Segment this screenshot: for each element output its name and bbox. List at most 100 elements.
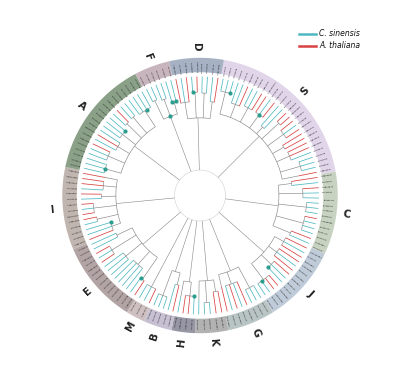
Text: At3g37188: At3g37188 [304,258,315,266]
Polygon shape [171,316,196,333]
Text: At3g29786: At3g29786 [295,272,305,280]
Text: TEA44381: TEA44381 [322,192,334,194]
Text: K: K [208,339,218,347]
Polygon shape [222,60,336,174]
Text: At1g60556: At1g60556 [222,316,225,328]
Text: AT5G44351: AT5G44351 [302,120,313,128]
Text: TEA67801: TEA67801 [129,82,136,92]
Polygon shape [312,172,338,254]
Text: At4g93631: At4g93631 [249,72,255,84]
Text: TEA47117: TEA47117 [307,254,317,260]
Text: At4g64453: At4g64453 [288,102,298,111]
Text: TEA92888: TEA92888 [234,67,238,78]
Text: At3g41158: At3g41158 [196,61,198,73]
Text: TEA16098: TEA16098 [122,294,129,304]
Text: TEA75786: TEA75786 [120,88,127,98]
Polygon shape [127,300,150,321]
Text: TEA27429: TEA27429 [243,310,248,321]
Text: TEA17152: TEA17152 [156,69,160,80]
Text: At2g71895: At2g71895 [184,62,186,74]
Text: TEA22013: TEA22013 [316,234,327,239]
Text: At4g67094: At4g67094 [126,298,134,308]
Text: TEA72598: TEA72598 [174,316,178,327]
Text: TEA33261: TEA33261 [322,180,333,183]
Text: TEA72474: TEA72474 [86,259,96,266]
Text: TEA33674: TEA33674 [192,317,194,329]
Text: At4g55620: At4g55620 [172,64,176,76]
Text: TEA33054: TEA33054 [210,317,212,328]
Text: TEA68574: TEA68574 [314,147,325,152]
Text: At3g36564: At3g36564 [248,308,254,319]
Text: TEA35003: TEA35003 [137,303,143,314]
Text: TEA43745: TEA43745 [150,71,155,82]
Text: TEA85572: TEA85572 [78,245,89,251]
Text: TEA73184: TEA73184 [317,229,328,233]
Text: TEA93517: TEA93517 [322,208,333,211]
Text: TEA84492: TEA84492 [298,268,308,275]
Text: TEA96052: TEA96052 [74,235,85,240]
Text: At2g28180: At2g28180 [312,141,323,147]
Text: TEA78864: TEA78864 [178,64,181,75]
Text: At5g89232: At5g89232 [321,174,333,178]
Text: I: I [50,204,55,215]
Text: TEA83121: TEA83121 [88,122,98,129]
Text: TEA48576: TEA48576 [71,159,82,163]
Text: TEA67684: TEA67684 [111,95,119,104]
Text: TEA44610: TEA44610 [139,76,146,86]
Polygon shape [265,248,325,312]
Text: At1g1921020: At1g1921020 [310,249,323,257]
Text: TEA94413: TEA94413 [73,153,84,158]
Text: A. thaliana: A. thaliana [319,41,360,50]
Text: TEA20213: TEA20213 [244,71,249,82]
Text: At4g53073: At4g53073 [307,130,318,137]
Text: At1g86551: At1g86551 [295,111,305,119]
Text: C. sinensis: C. sinensis [319,29,360,38]
Text: At2g11752: At2g11752 [186,317,188,329]
Text: TEA42402: TEA42402 [319,224,330,228]
Text: TEA50240: TEA50240 [66,199,78,200]
Text: TEA75171: TEA75171 [284,284,292,293]
Text: TEA48256: TEA48256 [258,78,265,88]
Text: J: J [306,289,316,299]
Text: TEA91863: TEA91863 [284,99,293,108]
Text: At5g34990: At5g34990 [106,99,115,108]
Text: At3g41022: At3g41022 [66,181,78,184]
Text: TEA67728: TEA67728 [70,164,81,168]
Text: TEA65901: TEA65901 [108,284,116,293]
Text: At3g55281: At3g55281 [68,220,80,224]
Text: TEA26253: TEA26253 [239,69,244,80]
Text: S: S [298,85,311,97]
Text: AT5G26760: AT5G26760 [84,126,95,133]
Text: TEA60222: TEA60222 [207,62,209,74]
Polygon shape [144,308,174,330]
Text: TEA48784: TEA48784 [204,318,206,329]
Text: TEA58293: TEA58293 [164,313,168,324]
Text: At2g59663: At2g59663 [88,264,99,272]
Text: TEA34665: TEA34665 [93,268,102,276]
Text: TEA50224: TEA50224 [112,288,120,297]
Text: TEA20887: TEA20887 [233,313,237,324]
Text: At2g30286: At2g30286 [79,136,90,143]
Text: TEA59241: TEA59241 [131,300,138,311]
Text: TEA17447: TEA17447 [75,148,86,153]
Text: At5g66246: At5g66246 [228,314,232,326]
Text: TEA79243: TEA79243 [145,74,150,84]
Text: At4g23970: At4g23970 [314,239,326,245]
Text: At3g32887: At3g32887 [66,193,78,195]
Text: TEA30193: TEA30193 [95,112,104,120]
Text: TEA34737: TEA34737 [253,305,258,316]
Text: TEA31037: TEA31037 [117,291,125,301]
Text: TEA23624: TEA23624 [104,280,113,289]
Text: TEA89580: TEA89580 [190,62,192,74]
Text: TEA66834: TEA66834 [271,294,279,304]
Text: At5g46076: At5g46076 [276,90,285,100]
Polygon shape [65,74,142,170]
Text: TEA91560: TEA91560 [202,62,203,73]
Text: TEA78199: TEA78199 [298,116,308,124]
Text: TEA94640: TEA94640 [267,298,274,307]
Text: TEA55299: TEA55299 [158,312,163,323]
Polygon shape [226,300,273,330]
Text: TEA99079: TEA99079 [161,68,165,79]
Text: At4g57106: At4g57106 [263,80,270,91]
Text: TEA56582: TEA56582 [82,132,92,138]
